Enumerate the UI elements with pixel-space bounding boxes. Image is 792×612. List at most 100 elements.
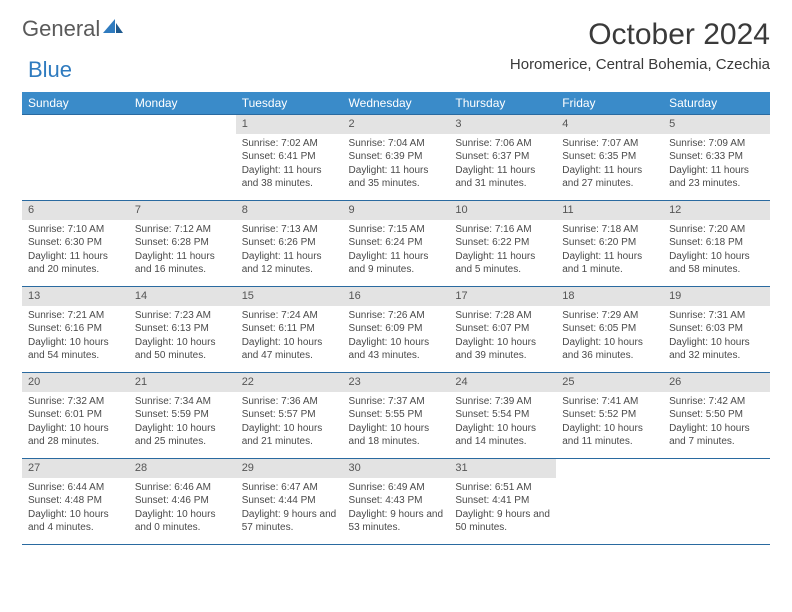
day-number: 8 xyxy=(236,201,343,220)
daylight-line: Daylight: 11 hours and 9 minutes. xyxy=(349,250,444,277)
day-number: 20 xyxy=(22,373,129,392)
logo: General xyxy=(22,18,127,40)
sunset-line: Sunset: 5:50 PM xyxy=(669,408,764,422)
day-number: 18 xyxy=(556,287,663,306)
calendar-week-row: 13Sunrise: 7:21 AMSunset: 6:16 PMDayligh… xyxy=(22,287,770,373)
sunset-line: Sunset: 6:11 PM xyxy=(242,322,337,336)
calendar-day-cell: 26Sunrise: 7:42 AMSunset: 5:50 PMDayligh… xyxy=(663,373,770,459)
day-info: Sunrise: 7:36 AMSunset: 5:57 PMDaylight:… xyxy=(236,392,343,453)
daylight-line: Daylight: 10 hours and 11 minutes. xyxy=(562,422,657,449)
calendar-day-cell xyxy=(663,459,770,545)
day-number: 6 xyxy=(22,201,129,220)
weekday-header-row: Sunday Monday Tuesday Wednesday Thursday… xyxy=(22,92,770,115)
location: Horomerice, Central Bohemia, Czechia xyxy=(510,56,770,73)
weekday-header: Tuesday xyxy=(236,92,343,115)
day-info: Sunrise: 7:09 AMSunset: 6:33 PMDaylight:… xyxy=(663,134,770,195)
calendar-day-cell: 9Sunrise: 7:15 AMSunset: 6:24 PMDaylight… xyxy=(343,201,450,287)
calendar-day-cell: 31Sunrise: 6:51 AMSunset: 4:41 PMDayligh… xyxy=(449,459,556,545)
day-number: 1 xyxy=(236,115,343,134)
daylight-line: Daylight: 11 hours and 35 minutes. xyxy=(349,164,444,191)
calendar-day-cell: 21 Sunrise: 7:34 AMSunset: 5:59 PMDayligh… xyxy=(129,373,236,459)
day-info: Sunrise: 7:04 AMSunset: 6:39 PMDaylight:… xyxy=(343,134,450,195)
sunrise-line: Sunrise: 6:46 AM xyxy=(135,481,230,495)
daylight-line: Daylight: 10 hours and 4 minutes. xyxy=(28,508,123,535)
day-number: 31 xyxy=(449,459,556,478)
sunset-line: Sunset: 6:35 PM xyxy=(562,150,657,164)
sunrise-line: Sunrise: 7:37 AM xyxy=(349,395,444,409)
calendar-day-cell: 2Sunrise: 7:04 AMSunset: 6:39 PMDaylight… xyxy=(343,115,450,201)
sunset-line: Sunset: 6:16 PM xyxy=(28,322,123,336)
day-number: 10 xyxy=(449,201,556,220)
day-number: 21 xyxy=(129,373,236,392)
day-number: 29 xyxy=(236,459,343,478)
day-info: Sunrise: 6:49 AMSunset: 4:43 PMDaylight:… xyxy=(343,478,450,539)
sunset-line: Sunset: 5:55 PM xyxy=(349,408,444,422)
sunset-line: Sunset: 4:48 PM xyxy=(28,494,123,508)
calendar-day-cell: 25Sunrise: 7:41 AMSunset: 5:52 PMDayligh… xyxy=(556,373,663,459)
weekday-header: Saturday xyxy=(663,92,770,115)
daylight-line: Daylight: 10 hours and 39 minutes. xyxy=(455,336,550,363)
daylight-line: Daylight: 10 hours and 7 minutes. xyxy=(669,422,764,449)
sunset-line: Sunset: 6:05 PM xyxy=(562,322,657,336)
daylight-line: Daylight: 10 hours and 54 minutes. xyxy=(28,336,123,363)
day-info: Sunrise: 7:29 AMSunset: 6:05 PMDaylight:… xyxy=(556,306,663,367)
weekday-header: Thursday xyxy=(449,92,556,115)
day-info: Sunrise: 7:06 AMSunset: 6:37 PMDaylight:… xyxy=(449,134,556,195)
day-info: Sunrise: 7:41 AMSunset: 5:52 PMDaylight:… xyxy=(556,392,663,453)
daylight-line: Daylight: 10 hours and 25 minutes. xyxy=(135,422,230,449)
calendar-day-cell: 1Sunrise: 7:02 AMSunset: 6:41 PMDaylight… xyxy=(236,115,343,201)
day-info: Sunrise: 6:51 AMSunset: 4:41 PMDaylight:… xyxy=(449,478,556,539)
daylight-line: Daylight: 11 hours and 31 minutes. xyxy=(455,164,550,191)
calendar-week-row: 27Sunrise: 6:44 AMSunset: 4:48 PMDayligh… xyxy=(22,459,770,545)
daylight-line: Daylight: 11 hours and 38 minutes. xyxy=(242,164,337,191)
daylight-line: Daylight: 10 hours and 21 minutes. xyxy=(242,422,337,449)
calendar-day-cell: 8Sunrise: 7:13 AMSunset: 6:26 PMDaylight… xyxy=(236,201,343,287)
calendar-day-cell: 22Sunrise: 7:36 AMSunset: 5:57 PMDayligh… xyxy=(236,373,343,459)
sunrise-line: Sunrise: 7:23 AM xyxy=(135,309,230,323)
calendar-day-cell: 19Sunrise: 7:31 AMSunset: 6:03 PMDayligh… xyxy=(663,287,770,373)
day-info: Sunrise: 7:10 AMSunset: 6:30 PMDaylight:… xyxy=(22,220,129,281)
sunrise-line: Sunrise: 7:07 AM xyxy=(562,137,657,151)
sunset-line: Sunset: 5:57 PM xyxy=(242,408,337,422)
sunset-line: Sunset: 6:07 PM xyxy=(455,322,550,336)
sunset-line: Sunset: 6:30 PM xyxy=(28,236,123,250)
calendar-day-cell: 15Sunrise: 7:24 AMSunset: 6:11 PMDayligh… xyxy=(236,287,343,373)
calendar-day-cell: 18Sunrise: 7:29 AMSunset: 6:05 PMDayligh… xyxy=(556,287,663,373)
day-number: 30 xyxy=(343,459,450,478)
day-number: 3 xyxy=(449,115,556,134)
sunrise-line: Sunrise: 7:04 AM xyxy=(349,137,444,151)
calendar-day-cell: 24Sunrise: 7:39 AMSunset: 5:54 PMDayligh… xyxy=(449,373,556,459)
day-number: 13 xyxy=(22,287,129,306)
daylight-line: Daylight: 10 hours and 18 minutes. xyxy=(349,422,444,449)
sunset-line: Sunset: 6:01 PM xyxy=(28,408,123,422)
sunset-line: Sunset: 4:46 PM xyxy=(135,494,230,508)
sunset-line: Sunset: 4:43 PM xyxy=(349,494,444,508)
daylight-line: Daylight: 11 hours and 20 minutes. xyxy=(28,250,123,277)
day-number: 12 xyxy=(663,201,770,220)
sunrise-line: Sunrise: 7:34 AM xyxy=(135,395,230,409)
daylight-line: Daylight: 9 hours and 53 minutes. xyxy=(349,508,444,535)
day-info: Sunrise: 7:39 AMSunset: 5:54 PMDaylight:… xyxy=(449,392,556,453)
calendar-day-cell: 29Sunrise: 6:47 AMSunset: 4:44 PMDayligh… xyxy=(236,459,343,545)
sunset-line: Sunset: 6:37 PM xyxy=(455,150,550,164)
calendar-day-cell: 7Sunrise: 7:12 AMSunset: 6:28 PMDaylight… xyxy=(129,201,236,287)
sunrise-line: Sunrise: 7:42 AM xyxy=(669,395,764,409)
sunrise-line: Sunrise: 7:10 AM xyxy=(28,223,123,237)
day-info: Sunrise: 7:28 AMSunset: 6:07 PMDaylight:… xyxy=(449,306,556,367)
day-number: 14 xyxy=(129,287,236,306)
day-number: 22 xyxy=(236,373,343,392)
sunset-line: Sunset: 5:59 PM xyxy=(135,408,230,422)
day-number: 4 xyxy=(556,115,663,134)
sunrise-line: Sunrise: 7:29 AM xyxy=(562,309,657,323)
sunrise-line: Sunrise: 7:21 AM xyxy=(28,309,123,323)
daylight-line: Daylight: 11 hours and 23 minutes. xyxy=(669,164,764,191)
daylight-line: Daylight: 10 hours and 58 minutes. xyxy=(669,250,764,277)
day-info: Sunrise: 7:23 AMSunset: 6:13 PMDaylight:… xyxy=(129,306,236,367)
calendar-day-cell: 16Sunrise: 7:26 AMSunset: 6:09 PMDayligh… xyxy=(343,287,450,373)
day-number: 15 xyxy=(236,287,343,306)
sunrise-line: Sunrise: 6:47 AM xyxy=(242,481,337,495)
day-info: Sunrise: 7:31 AMSunset: 6:03 PMDaylight:… xyxy=(663,306,770,367)
day-info: Sunrise: 7:18 AMSunset: 6:20 PMDaylight:… xyxy=(556,220,663,281)
sunrise-line: Sunrise: 7:28 AM xyxy=(455,309,550,323)
day-info: Sunrise: 7:26 AMSunset: 6:09 PMDaylight:… xyxy=(343,306,450,367)
